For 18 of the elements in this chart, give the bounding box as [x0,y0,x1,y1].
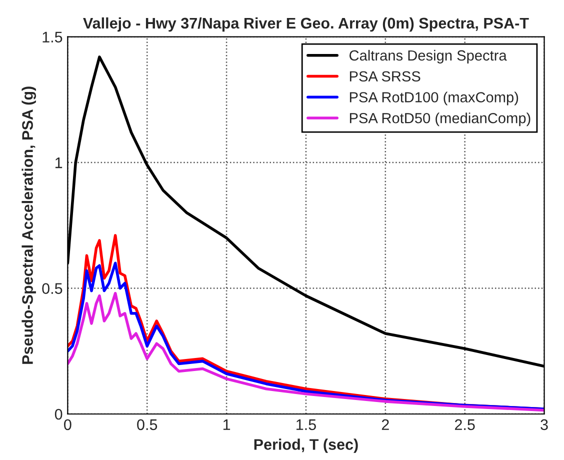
chart-title: Vallejo - Hwy 37/Napa River E Geo. Array (0m) Spectra, PSA-T [83,17,529,32]
legend-label: PSA RotD100 (maxComp) [350,92,518,106]
x-tick-label: 0.5 [137,419,158,430]
y-tick-label: 0 [54,408,62,420]
y-tick-label: 1 [55,158,62,168]
legend-label: PSA RotD50 (medianComp) [350,112,530,126]
x-tick-label: 1 [223,419,230,430]
x-tick-label: 1.5 [296,419,316,430]
legend-label: Caltrans Design Spectra [350,50,507,64]
y-tick-label: 0.5 [42,283,62,294]
x-axis-title: Period, T (sec) [254,438,358,453]
x-tick-label: 0 [64,419,72,430]
y-tick-label: 1.5 [42,32,62,42]
x-tick-label: 3 [540,419,548,430]
x-tick-label: 2.5 [454,419,475,430]
y-axis-title: Pseudo-Spectral Acceleration, PSA (g) [22,86,36,364]
legend-label: PSA SRSS [350,71,420,82]
x-tick-label: 2 [382,419,389,430]
